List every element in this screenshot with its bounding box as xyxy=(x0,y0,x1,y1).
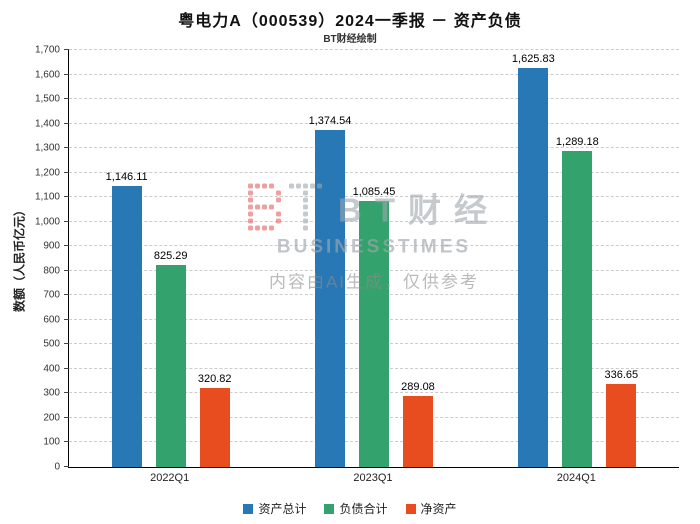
y-tick-mark xyxy=(64,122,69,124)
y-tick-label: 1,700 xyxy=(34,44,60,56)
barwrap: 336.65 xyxy=(604,369,638,467)
y-tick-label: 900 xyxy=(43,240,60,252)
y-tick-mark xyxy=(64,269,69,271)
x-axis-labels: 2022Q1 2023Q1 2024Q1 xyxy=(68,472,678,484)
y-axis-title: 数额（人民币亿元） xyxy=(12,203,27,313)
y-tick-label: 500 xyxy=(43,338,60,350)
y-tick-label: 400 xyxy=(43,363,60,375)
bar-资产总计-2023Q1[interactable] xyxy=(314,129,345,467)
y-tick-mark xyxy=(64,294,69,296)
barwrap: 825.29 xyxy=(154,250,187,467)
y-tick-mark xyxy=(64,73,69,75)
bar-value-label: 1,625.83 xyxy=(511,53,555,66)
bar-资产总计-2024Q1[interactable] xyxy=(518,68,549,467)
y-tick-label: 1,100 xyxy=(34,191,60,203)
y-tick-mark xyxy=(64,441,69,443)
bar-负债合计-2023Q1[interactable] xyxy=(358,200,389,467)
gridline xyxy=(69,98,679,100)
barwrap: 1,374.54 xyxy=(309,115,351,467)
bar-group-2023Q1: 1,374.54 1,085.45 289.08 xyxy=(309,50,435,467)
y-tick-mark xyxy=(64,147,69,149)
bar-value-label: 1,374.54 xyxy=(308,114,352,127)
y-tick-label: 100 xyxy=(43,436,60,448)
bar-value-label: 1,289.18 xyxy=(555,135,599,148)
gridline xyxy=(69,73,679,75)
y-tick-mark xyxy=(64,367,69,369)
y-tick-mark xyxy=(64,49,69,50)
y-tick-label: 1,500 xyxy=(34,93,60,105)
bar-value-label: 1,085.45 xyxy=(352,185,396,198)
barwrap: 1,289.18 xyxy=(556,136,599,467)
bar-净资产-2023Q1[interactable] xyxy=(402,396,433,467)
bar-净资产-2024Q1[interactable] xyxy=(606,384,637,467)
bar-负债合计-2022Q1[interactable] xyxy=(155,264,186,467)
chart-title: 粤电力A（000539）2024一季报 － 资产负债 xyxy=(178,13,522,30)
y-tick-label: 700 xyxy=(43,289,60,301)
legend: 资产总计 负债合计 净资产 xyxy=(0,500,700,517)
y-tick-mark xyxy=(64,245,69,247)
y-tick-label: 1,400 xyxy=(34,118,60,130)
legend-swatch xyxy=(243,503,254,514)
y-tick-mark xyxy=(64,196,69,198)
x-tick-label-2022Q1: 2022Q1 xyxy=(150,472,190,484)
bar-净资产-2022Q1[interactable] xyxy=(199,388,230,467)
barwrap: 289.08 xyxy=(401,381,435,467)
y-tick-label: 1,300 xyxy=(34,142,60,154)
bar-负债合计-2024Q1[interactable] xyxy=(562,150,593,467)
barwrap: 320.82 xyxy=(198,373,231,467)
legend-swatch xyxy=(405,503,416,514)
bar-value-label: 336.65 xyxy=(604,369,639,382)
y-tick-mark xyxy=(64,98,69,100)
y-tick-label: 1,000 xyxy=(34,216,60,228)
x-tick-label-2023Q1: 2023Q1 xyxy=(353,472,393,484)
barwrap: 1,146.11 xyxy=(106,171,148,467)
legend-label: 资产总计 xyxy=(258,502,307,516)
bar-group-2022Q1: 1,146.11 825.29 320.82 xyxy=(106,50,231,467)
plot-area: 0 100 200 300 400 500 600 700 800 900 1,000 1,100 1,… xyxy=(35,45,679,473)
barwrap: 1,625.83 xyxy=(512,53,555,467)
legend-item-负债合计[interactable]: 负债合计 xyxy=(324,500,388,517)
y-tick-mark xyxy=(64,416,69,418)
legend-label: 负债合计 xyxy=(339,502,388,516)
y-tick-mark xyxy=(64,318,69,320)
gridline xyxy=(69,171,679,173)
bar-value-label: 825.29 xyxy=(153,249,188,262)
legend-item-净资产[interactable]: 净资产 xyxy=(405,500,457,517)
y-tick-mark xyxy=(64,220,69,222)
y-tick-label: 600 xyxy=(43,314,60,326)
legend-item-资产总计[interactable]: 资产总计 xyxy=(243,500,306,517)
legend-label: 净资产 xyxy=(420,502,457,516)
gridline xyxy=(69,122,679,124)
gridline xyxy=(69,196,679,198)
y-tick-mark xyxy=(64,466,69,467)
bars-layer: 1,146.11 825.29 320.82 1,374.54 1,085.45 289.… xyxy=(69,50,679,467)
bar-value-label: 1,146.11 xyxy=(105,170,148,183)
bar-资产总计-2022Q1[interactable] xyxy=(111,185,142,467)
gridline xyxy=(69,147,679,149)
y-tick-label: 0 xyxy=(54,461,60,473)
bar-value-label: 320.82 xyxy=(197,373,232,386)
bar-value-label: 289.08 xyxy=(401,381,435,394)
gridline xyxy=(69,49,679,50)
y-tick-label: 300 xyxy=(43,387,60,399)
y-tick-mark xyxy=(64,343,69,345)
chart-subtitle: BT财经绘制 xyxy=(323,34,377,45)
y-tick-label: 1,200 xyxy=(34,167,60,179)
y-tick-mark xyxy=(64,392,69,394)
x-tick-label-2024Q1: 2024Q1 xyxy=(556,472,596,484)
bar-group-2024Q1: 1,625.83 1,289.18 336.65 xyxy=(512,50,638,467)
y-tick-label: 800 xyxy=(43,265,60,277)
y-tick-label: 200 xyxy=(43,412,60,424)
y-tick-mark xyxy=(64,171,69,173)
y-tick-label: 1,600 xyxy=(34,69,60,81)
barwrap: 1,085.45 xyxy=(353,186,395,467)
legend-swatch xyxy=(324,503,335,514)
